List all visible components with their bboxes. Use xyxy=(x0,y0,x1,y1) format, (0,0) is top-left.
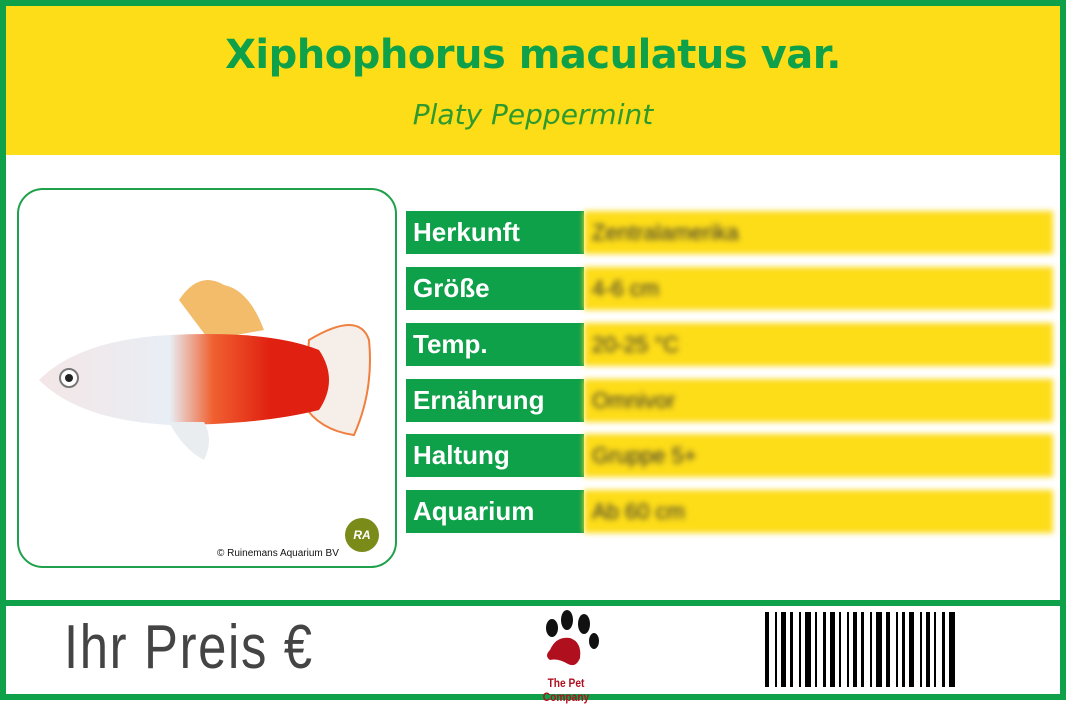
barcode-bar xyxy=(909,612,914,687)
species-title: Xiphophorus maculatus var. xyxy=(225,32,841,78)
barcode-bar xyxy=(861,612,864,687)
barcode-bar xyxy=(876,612,882,687)
fact-label: Aquarium xyxy=(406,490,584,533)
barcode-bar xyxy=(934,612,936,687)
paw-logo-icon xyxy=(546,610,599,666)
barcode-bar xyxy=(886,612,890,687)
barcode-bar xyxy=(823,612,826,687)
barcode-bar xyxy=(790,612,793,687)
fact-label: Ernährung xyxy=(406,379,584,422)
barcode-bar xyxy=(926,612,930,687)
fact-value: 4-6 cm xyxy=(584,267,1053,310)
fish-image xyxy=(39,280,371,460)
fact-row-origin: Herkunft Zentralamerika xyxy=(406,211,1053,254)
fact-row-aquarium: Aquarium Ab 60 cm xyxy=(406,490,1053,533)
barcode-bar xyxy=(870,612,872,687)
barcode-bar xyxy=(949,612,955,687)
fact-value: 20-25 °C xyxy=(584,323,1053,366)
fact-value: Gruppe 5+ xyxy=(584,434,1053,477)
price-label: Ihr Preis € xyxy=(64,613,314,682)
fact-value: Ab 60 cm xyxy=(584,490,1053,533)
fact-row-size: Größe 4-6 cm xyxy=(406,267,1053,310)
fact-label: Haltung xyxy=(406,434,584,477)
barcode xyxy=(765,612,955,687)
barcode-bar xyxy=(765,612,769,687)
fact-row-diet: Ernährung Omnivor xyxy=(406,379,1053,422)
fact-row-temp: Temp. 20-25 °C xyxy=(406,323,1053,366)
barcode-bar xyxy=(853,612,857,687)
footer-divider xyxy=(6,600,1060,606)
barcode-bar xyxy=(896,612,898,687)
barcode-bar xyxy=(902,612,905,687)
barcode-bar xyxy=(799,612,801,687)
photo-credit: © Ruinemans Aquarium BV xyxy=(217,548,339,559)
fact-value: Zentralamerika xyxy=(584,211,1053,254)
header: Xiphophorus maculatus var. Platy Pepperm… xyxy=(6,6,1060,155)
barcode-bar xyxy=(805,612,811,687)
fact-label: Größe xyxy=(406,267,584,310)
ruinemans-logo: RA xyxy=(345,518,379,552)
fact-label: Herkunft xyxy=(406,211,584,254)
fact-row-keeping: Haltung Gruppe 5+ xyxy=(406,434,1053,477)
common-name: Platy Peppermint xyxy=(412,98,654,131)
barcode-bar xyxy=(781,612,786,687)
barcode-bar xyxy=(839,612,841,687)
fact-label: Temp. xyxy=(406,323,584,366)
barcode-bar xyxy=(775,612,777,687)
fact-value: Omnivor xyxy=(584,379,1053,422)
barcode-bar xyxy=(847,612,849,687)
barcode-bar xyxy=(815,612,817,687)
barcode-bar xyxy=(920,612,922,687)
barcode-bar xyxy=(942,612,945,687)
fish-photo: RA © Ruinemans Aquarium BV xyxy=(17,188,397,568)
barcode-bar xyxy=(830,612,835,687)
